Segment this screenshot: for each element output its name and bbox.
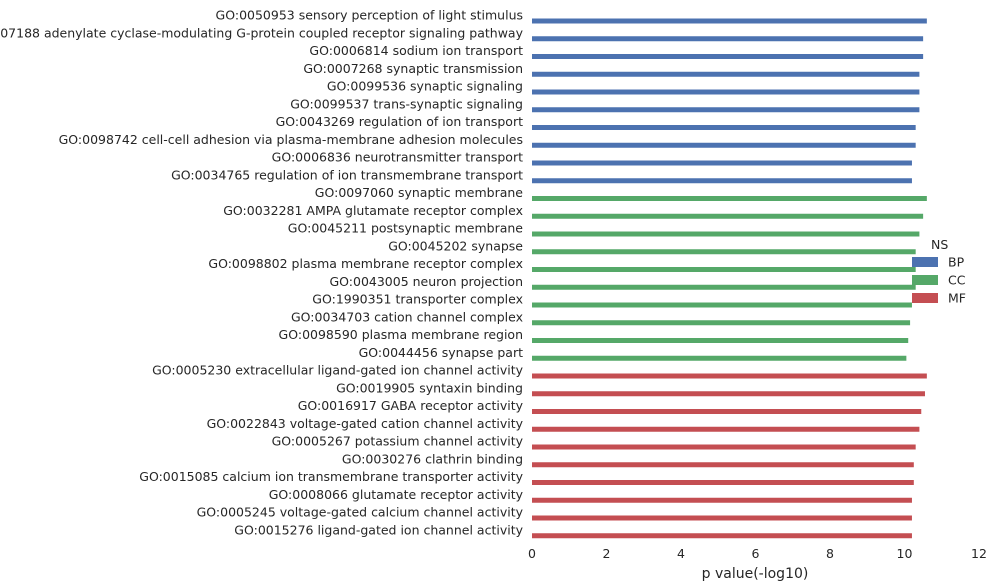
category-labels: GO:0050953 sensory perception of light s… (0, 8, 524, 538)
category-label: GO:1990351 transporter complex (312, 292, 523, 307)
bar-cc-2 (532, 231, 920, 237)
category-label: GO:0099536 synaptic signaling (327, 79, 523, 94)
x-tick-label: 2 (603, 546, 611, 561)
bar-cc-0 (532, 196, 927, 201)
bar-bp-0 (532, 18, 927, 24)
bar-cc-3 (532, 249, 916, 255)
bar-mf-3 (532, 426, 920, 432)
x-axis-ticks: 0 2 4 6 8 10 12 (528, 546, 987, 561)
category-label: GO:0016917 GABA receptor activity (298, 398, 524, 413)
bar-bp-6 (532, 125, 916, 130)
category-label: GO:0044456 synapse part (359, 345, 523, 360)
bar-mf-1 (532, 391, 925, 397)
bar-cc-6 (532, 302, 912, 308)
category-label: GO:0043005 neuron projection (329, 274, 523, 289)
bar-bp-4 (532, 89, 920, 95)
x-tick-label: 12 (971, 546, 987, 561)
category-label: GO:0015085 calcium ion transmembrane tra… (139, 469, 523, 484)
category-label: GO:0005267 potassium channel activity (272, 434, 524, 449)
x-tick-label: 10 (897, 546, 913, 561)
bar-cc-8 (532, 338, 909, 343)
legend-label-cc: CC (948, 273, 966, 288)
category-label: GO:0019905 syntaxin binding (336, 380, 523, 395)
category-label: GO:0007268 synaptic transmission (303, 61, 523, 76)
x-tick-label: 4 (677, 546, 685, 561)
category-label: GO:0097060 synaptic membrane (315, 185, 524, 200)
bar-cc-7 (532, 320, 911, 326)
category-label: GO:0034765 regulation of ion transmembra… (171, 167, 523, 182)
category-label: GO:0043269 regulation of ion transport (276, 114, 524, 129)
legend-title: NS (931, 237, 948, 252)
bar-bp-8 (532, 160, 912, 166)
category-label: GO:0050953 sensory perception of light s… (216, 8, 523, 23)
category-label: GO:0098590 plasma membrane region (279, 327, 523, 342)
category-label: GO:0007188 adenylate cyclase-modulating … (0, 25, 524, 40)
legend-swatch-bp (912, 257, 938, 267)
bar-bp-9 (532, 178, 912, 184)
category-label: GO:0022843 voltage-gated cation channel … (207, 416, 524, 431)
category-label: GO:0045202 synapse (388, 238, 523, 253)
bar-bp-7 (532, 142, 916, 148)
category-label: GO:0005245 voltage-gated calcium channel… (197, 505, 524, 520)
legend-swatch-cc (912, 275, 938, 285)
legend: NS BP CC MF (912, 237, 966, 306)
bar-mf-5 (532, 462, 914, 468)
bar-mf-2 (532, 409, 922, 414)
bar-mf-9 (532, 533, 912, 539)
bar-cc-9 (532, 355, 907, 361)
category-label: GO:0006814 sodium ion transport (309, 43, 523, 58)
bar-mf-4 (532, 444, 916, 450)
x-tick-label: 6 (752, 546, 760, 561)
category-label: GO:0098742 cell-cell adhesion via plasma… (59, 132, 523, 147)
x-axis-title: p value(-log10) (702, 566, 809, 582)
category-label: GO:0032281 AMPA glutamate receptor compl… (223, 203, 523, 218)
bar-bp-2 (532, 54, 924, 59)
category-label: GO:0006836 neurotransmitter transport (272, 150, 523, 165)
bar-cc-1 (532, 213, 924, 219)
legend-label-bp: BP (948, 255, 965, 270)
category-label: GO:0034703 cation channel complex (291, 309, 523, 324)
category-label: GO:0030276 clathrin binding (342, 451, 523, 466)
bars-layer (532, 18, 927, 539)
bar-cc-4 (532, 267, 916, 272)
category-label: GO:0045211 postsynaptic membrane (288, 221, 524, 236)
category-label: GO:0015276 ligand-gated ion channel acti… (234, 522, 523, 537)
x-tick-label: 8 (826, 546, 834, 561)
bar-bp-1 (532, 36, 924, 42)
legend-label-mf: MF (948, 291, 966, 306)
category-label: GO:0098802 plasma membrane receptor comp… (208, 256, 523, 271)
bar-mf-6 (532, 480, 914, 485)
bar-bp-5 (532, 107, 920, 113)
bar-cc-5 (532, 284, 916, 290)
bar-mf-7 (532, 497, 912, 503)
bar-mf-0 (532, 373, 927, 379)
category-label: GO:0099537 trans-synaptic signaling (290, 96, 523, 111)
category-label: GO:0005230 extracellular ligand-gated io… (152, 363, 524, 378)
category-label: GO:0008066 glutamate receptor activity (269, 487, 524, 502)
bar-mf-8 (532, 515, 912, 521)
x-tick-label: 0 (528, 546, 536, 561)
legend-swatch-mf (912, 293, 938, 303)
bar-bp-3 (532, 71, 920, 77)
